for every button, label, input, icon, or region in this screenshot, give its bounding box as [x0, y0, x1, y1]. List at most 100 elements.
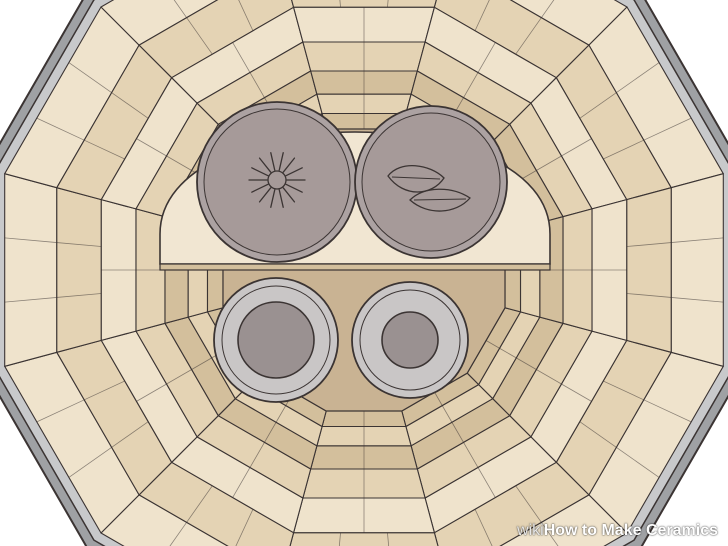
kiln-brick-joint — [561, 138, 592, 157]
pot-lip — [221, 285, 331, 395]
ceramic-plate-flower — [196, 101, 358, 263]
kiln-brick-joint — [603, 139, 644, 160]
flower-petal — [285, 183, 303, 193]
kiln-brick-joint — [4, 297, 57, 303]
kiln-brick-joint — [84, 380, 125, 401]
plate-well — [361, 112, 501, 252]
kiln-brick — [4, 173, 58, 367]
kiln-brick-joint — [387, 532, 390, 546]
flower-petal — [251, 183, 269, 193]
kiln-brick-joint — [561, 383, 592, 402]
kiln-brick-joint — [463, 72, 479, 98]
leaf-shape — [409, 188, 471, 212]
kiln-brick-joint — [579, 92, 617, 119]
watermark-how: How — [543, 522, 578, 539]
kiln-brick-joint — [249, 72, 265, 98]
flower-petal — [258, 187, 272, 203]
kiln-brick-joint — [111, 421, 149, 448]
ceramic-pot-small — [351, 281, 469, 399]
kiln-brick-joint — [671, 297, 724, 303]
flower-petal — [258, 157, 272, 173]
flower-petal — [282, 187, 296, 203]
kiln-brick-joint — [238, 0, 254, 31]
kiln-brick-joint — [474, 509, 493, 546]
kiln-brick-joint — [643, 399, 692, 423]
kiln-brick-joint — [264, 422, 277, 443]
flower-petal — [270, 152, 276, 171]
kiln-brick-joint — [477, 42, 496, 73]
kiln-brick-joint — [463, 442, 479, 468]
kiln-brick — [626, 187, 672, 353]
ceramic-plate-leaves — [354, 105, 508, 259]
kiln-brick-joint — [515, 17, 542, 55]
kiln-brick-joint — [68, 62, 112, 93]
kiln-brick — [499, 494, 628, 546]
flower-petal — [285, 167, 303, 177]
kiln-brick-joint — [166, 155, 192, 171]
kiln-brick-joint — [111, 92, 149, 119]
pot-lip — [359, 289, 461, 391]
kiln-brick-joint — [136, 383, 167, 402]
kiln-brick-joint — [36, 117, 85, 141]
kiln-brick-joint — [477, 467, 496, 498]
flower-petal — [278, 189, 284, 208]
kiln-brick-joint — [186, 485, 213, 523]
kiln-brick-joint — [68, 447, 112, 478]
kiln-brick-joint — [515, 485, 542, 523]
kiln-brick-joint — [579, 421, 617, 448]
kiln-brick-joint — [338, 532, 341, 546]
kiln-brick-joint — [4, 237, 57, 243]
kiln-brick-joint — [235, 509, 254, 546]
kiln-brick-joint — [249, 442, 265, 468]
kiln-shelf-edge — [159, 263, 551, 271]
kiln-brick-joint — [643, 117, 692, 141]
kiln-brick-joint — [485, 340, 500, 349]
kiln-brick-joint — [186, 17, 213, 55]
kiln-brick-joint — [169, 522, 187, 546]
kiln-brick-joint — [451, 422, 464, 443]
kiln-brick-joint — [616, 447, 660, 478]
kiln-brick-joint — [275, 405, 287, 423]
flower-petal — [270, 189, 276, 208]
kiln-brick-joint — [536, 369, 562, 385]
kiln-brick-joint — [499, 347, 517, 359]
kiln-brick-joint — [474, 0, 490, 31]
kiln-brick-joint — [56, 293, 102, 298]
kiln-brick-joint — [232, 467, 251, 498]
kiln-brick-joint — [441, 405, 453, 423]
watermark-title: to Make Ceramics — [577, 522, 718, 539]
leaf-shape — [387, 164, 445, 193]
flower-center — [267, 170, 287, 190]
kiln-brick-joint — [166, 369, 192, 385]
kiln-brick — [100, 0, 219, 46]
kiln-brick-joint — [516, 357, 537, 370]
kiln-brick-joint — [541, 0, 555, 18]
ceramic-pot-large — [213, 277, 339, 403]
kiln-brick-joint — [136, 138, 167, 157]
watermark-wiki: wiki — [517, 522, 544, 539]
kiln-brick-joint — [232, 42, 251, 73]
kiln-brick-joint — [191, 357, 212, 370]
kiln-brick-joint — [616, 62, 660, 93]
kiln-brick-joint — [603, 380, 644, 401]
leaf-vein — [391, 176, 467, 201]
plate-well — [203, 108, 351, 256]
kiln-brick — [670, 173, 724, 367]
kiln-brick — [56, 187, 102, 353]
flower-petal — [282, 157, 296, 173]
kiln-brick-joint — [173, 0, 187, 18]
kiln-brick-joint — [671, 237, 724, 243]
kiln-brick-joint — [541, 522, 559, 546]
kiln-brick-joint — [36, 399, 85, 423]
kiln-brick-joint — [626, 242, 672, 247]
flower-petal — [251, 167, 269, 177]
kiln-brick — [291, 0, 437, 8]
kiln-brick-joint — [84, 139, 125, 160]
kiln-brick-joint — [56, 242, 102, 247]
pot-opening — [381, 311, 439, 369]
kiln-brick-joint — [626, 293, 672, 298]
wikihow-watermark: wikiHow to Make Ceramics — [517, 522, 718, 540]
pot-opening — [237, 301, 315, 379]
kiln-brick-joint — [536, 155, 562, 171]
